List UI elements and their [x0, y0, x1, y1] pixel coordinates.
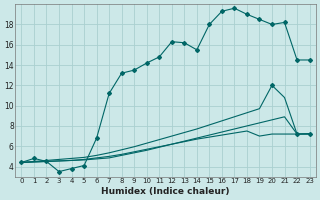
X-axis label: Humidex (Indice chaleur): Humidex (Indice chaleur): [101, 187, 230, 196]
